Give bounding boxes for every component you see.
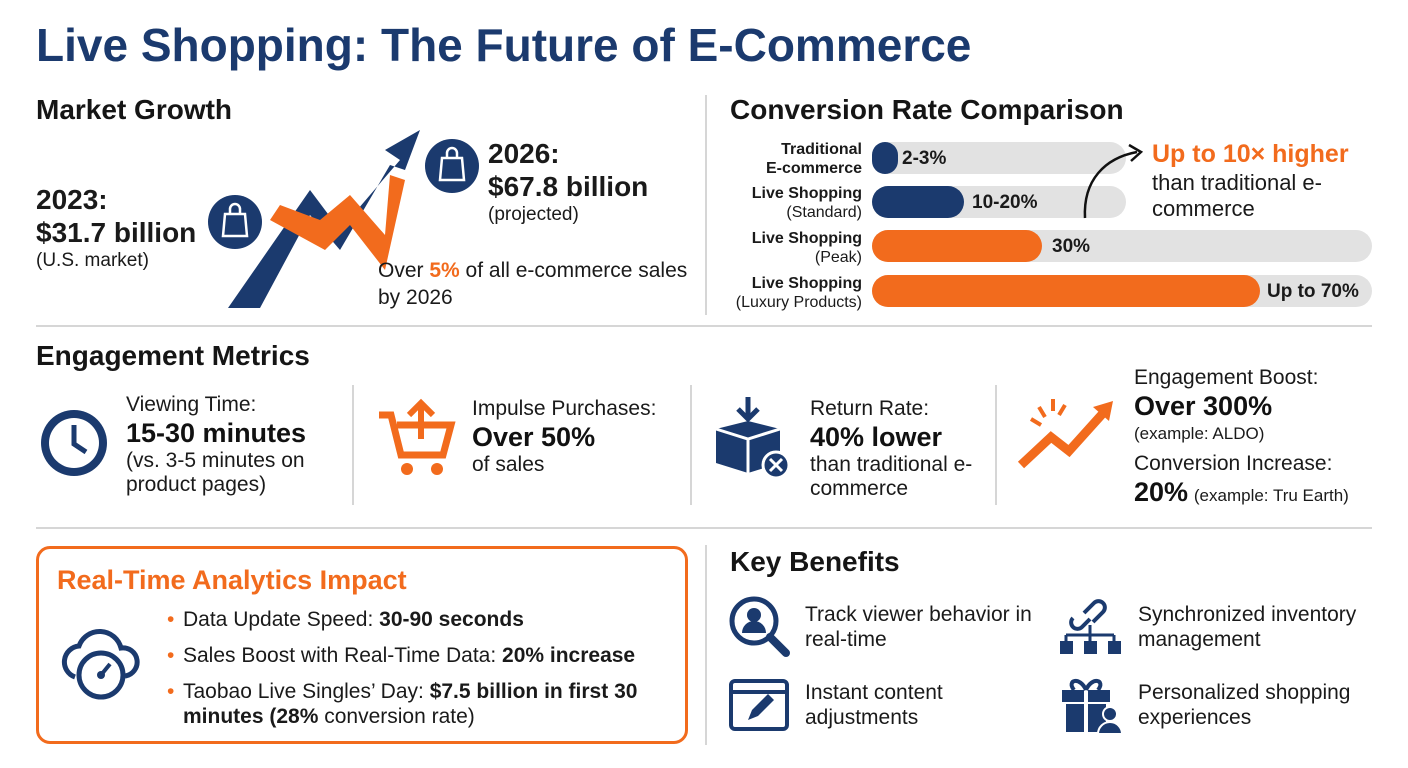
callout-highlight: Up to 10× higher — [1152, 140, 1349, 168]
bar — [872, 230, 1042, 262]
bar — [872, 275, 1260, 307]
metric-value: 40% lower — [810, 422, 943, 452]
section-heading: Engagement Metrics — [36, 340, 310, 371]
gift-icon — [1062, 679, 1124, 735]
divider — [352, 385, 354, 505]
section-heading: Key Benefits — [730, 546, 900, 577]
text: Over — [378, 259, 430, 282]
metric-label: Return Rate: — [810, 397, 930, 420]
metric: Viewing Time: 15-30 minutes (vs. 3-5 minut… — [126, 393, 341, 497]
label: Live Shopping — [751, 275, 862, 292]
cart-icon — [379, 398, 456, 475]
row-label: Live Shopping (Standard) — [752, 184, 862, 222]
year-value: $31.7 billion — [36, 217, 197, 248]
metric-value: Over 300% — [1134, 391, 1273, 421]
edit-icon — [729, 679, 789, 731]
metric-label: Conversion Increase: — [1134, 452, 1333, 475]
search-user-icon — [729, 596, 790, 657]
bold: 20% increase — [502, 644, 636, 667]
stat-2023: 2023: $31.7 billion (U.S. market) — [36, 184, 196, 272]
divider — [36, 527, 1372, 529]
bar-track: 10-20% — [872, 186, 1126, 218]
benefit: Track viewer behavior in real-time — [805, 603, 1032, 651]
detail: E-commerce — [765, 160, 862, 177]
row-label: Live Shopping (Luxury Products) — [736, 274, 862, 312]
divider — [705, 95, 707, 315]
bar-label: 10-20% — [972, 192, 1038, 213]
label: Live Shopping — [751, 230, 862, 247]
metric-value: 15-30 minutes — [126, 418, 307, 448]
inventory-icon — [1060, 599, 1121, 654]
detail: (Standard) — [786, 204, 862, 221]
stat-2026: 2026: $67.8 billion (projected) — [488, 138, 648, 226]
benefit: Personalized shopping experiences — [1138, 681, 1351, 729]
bar-label: Up to 70% — [1267, 281, 1359, 302]
year-value: $67.8 billion — [488, 171, 649, 202]
year-note: (U.S. market) — [36, 250, 149, 271]
growth-graphic — [208, 130, 479, 308]
bar-label: 30% — [1052, 236, 1091, 257]
metric-note: (example: Tru Earth) — [1193, 486, 1349, 505]
row-label: Live Shopping (Peak) — [752, 229, 862, 267]
highlight: 5% — [429, 259, 460, 282]
metric-label: Engagement Boost: — [1134, 366, 1319, 389]
bullet: Taobao Live Singles’ Day: $7.5 billion i… — [167, 679, 667, 729]
bar-track: 2-3% — [872, 142, 1126, 174]
metric-label: Viewing Time: — [126, 393, 257, 416]
divider — [995, 385, 997, 505]
share-note: Over 5% of all e-commerce sales by 2026 — [378, 257, 698, 311]
text: conversion rate) — [318, 705, 475, 728]
metric-value: 20% — [1134, 477, 1189, 507]
detail: (Luxury Products) — [735, 294, 862, 311]
cloud-gauge-icon — [61, 628, 140, 700]
metric: Impulse Purchases: Over 50% of sales — [472, 397, 682, 477]
label: Live Shopping — [751, 185, 862, 202]
section-heading: Conversion Rate Comparison — [730, 94, 1124, 125]
metric-note: (vs. 3-5 minutes on product pages) — [126, 449, 305, 496]
bold: $7.5 billion in first 30 minutes (28% — [183, 680, 638, 728]
bar — [872, 186, 964, 218]
divider — [690, 385, 692, 505]
bullet: Data Update Speed: 30-90 seconds — [167, 607, 667, 632]
year-label: 2026: — [488, 138, 560, 169]
metric-note: (example: ALDO) — [1134, 424, 1265, 443]
metric-value: Over 50% — [472, 422, 596, 452]
text: of all e-commerce sales by 2026 — [378, 259, 688, 309]
bar-track: 30% — [872, 230, 1372, 262]
text: Data Update Speed: — [183, 608, 380, 631]
section-heading: Market Growth — [36, 94, 233, 125]
clock-icon — [41, 410, 107, 476]
bullet-list: Data Update Speed: 30-90 seconds Sales B… — [167, 607, 667, 740]
label: Traditional — [781, 141, 862, 158]
callout-text: than traditional e-commerce — [1152, 170, 1322, 221]
year-note: (projected) — [488, 204, 579, 225]
boost-icon — [1017, 399, 1113, 469]
bullet: Sales Boost with Real-Time Data: 20% inc… — [167, 643, 667, 668]
return-icon — [715, 397, 791, 480]
text: Taobao Live Singles’ Day: — [183, 680, 430, 703]
text: Sales Boost with Real-Time Data: — [183, 644, 503, 667]
boost-metric: Engagement Boost: Over 300% (example: AL… — [1134, 366, 1394, 508]
title: Live Shopping: The Future of E-Commerce — [36, 19, 972, 71]
bold: 30-90 seconds — [379, 608, 524, 631]
divider — [705, 545, 707, 745]
bar-track: Up to 70% — [872, 275, 1372, 307]
metric: Return Rate: 40% lower than traditional e-… — [810, 397, 990, 501]
metric-label: Impulse Purchases: — [472, 397, 657, 420]
benefit: Synchronized inventory management — [1138, 603, 1357, 651]
analytics-box: Real-Time Analytics Impact Data Update S… — [36, 546, 688, 744]
callout-arrow — [1083, 143, 1144, 219]
metric-note: of sales — [472, 453, 545, 476]
year-label: 2023: — [36, 184, 108, 215]
divider — [36, 325, 1372, 327]
box-heading: Real-Time Analytics Impact — [57, 565, 407, 595]
row-label: Traditional E-commerce — [766, 140, 862, 178]
benefit: Instant content adjustments — [805, 681, 943, 729]
detail: (Peak) — [814, 249, 862, 266]
metric-note: than traditional e-commerce — [810, 453, 973, 500]
bar — [872, 142, 898, 174]
bar-label: 2-3% — [902, 148, 947, 169]
